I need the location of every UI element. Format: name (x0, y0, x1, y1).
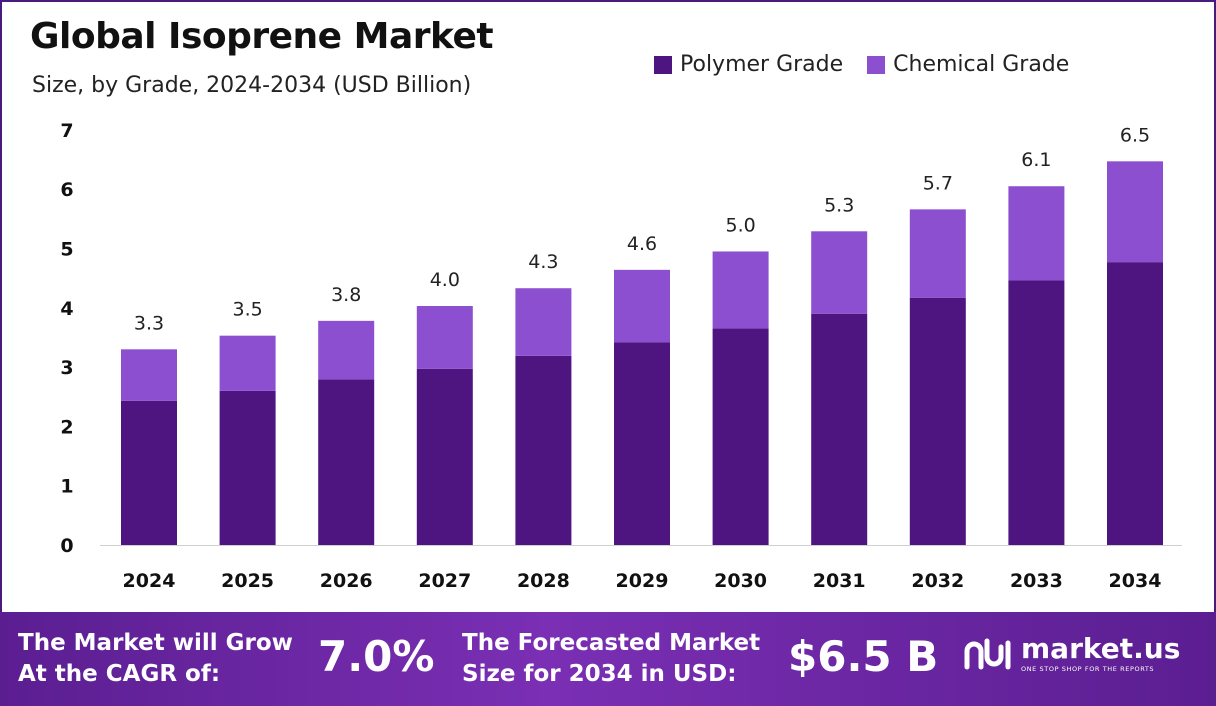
total-label-2030: 5.0 (725, 214, 755, 236)
x-tick-label-2034: 2034 (1109, 570, 1162, 592)
bar-2034-chemical-grade (1107, 161, 1163, 263)
total-label-2026: 3.8 (331, 284, 361, 306)
chart-frame (0, 0, 1216, 612)
legend-label-chemical-grade: Chemical Grade (893, 52, 1070, 77)
y-tick-label-7: 7 (60, 120, 73, 142)
cagr-label-line1: The Market will Grow (18, 630, 293, 656)
y-tick-label-0: 0 (60, 535, 73, 557)
bar-2026-polymer-grade (318, 379, 375, 545)
x-tick-label-2031: 2031 (813, 570, 866, 592)
market-us-logo-icon (964, 638, 1011, 670)
x-tick-label-2029: 2029 (616, 570, 669, 592)
total-label-2025: 3.5 (232, 299, 262, 321)
bar-2030-polymer-grade (712, 328, 769, 545)
x-tick-label-2024: 2024 (123, 570, 176, 592)
forecast-value: $6.5 B (788, 632, 939, 681)
bar-2028-polymer-grade (515, 355, 572, 545)
chart-subtitle: Size, by Grade, 2024-2034 (USD Billion) (32, 73, 472, 98)
bar-2024-chemical-grade (121, 349, 177, 401)
y-tick-label-6: 6 (60, 179, 73, 201)
bar-2028-chemical-grade (515, 288, 572, 356)
total-label-2027: 4.0 (430, 269, 460, 291)
y-tick-label-2: 2 (60, 416, 73, 438)
forecast-label-line2: Size for 2034 in USD: (462, 661, 737, 687)
x-tick-label-2030: 2030 (714, 570, 767, 592)
bar-2033-polymer-grade (1008, 280, 1065, 545)
brand-tagline: ONE STOP SHOP FOR THE REPORTS (1021, 665, 1155, 673)
bar-2025-chemical-grade (219, 335, 276, 391)
bar-2029-polymer-grade (614, 342, 670, 545)
cagr-value: 7.0% (318, 632, 435, 681)
brand-logo[interactable]: market.us ONE STOP SHOP FOR THE REPORTS (963, 634, 1180, 674)
bar-2025-polymer-grade (219, 390, 276, 545)
legend-item-chemical-grade: Chemical Grade (867, 52, 1069, 77)
y-tick-label-4: 4 (60, 298, 73, 320)
bar-2031-chemical-grade (811, 231, 868, 314)
total-label-2028: 4.3 (528, 251, 558, 273)
x-tick-label-2027: 2027 (418, 570, 471, 592)
chart-title: Global Isoprene Market (30, 16, 494, 57)
bar-2030-chemical-grade (712, 251, 769, 329)
legend-item-polymer-grade: Polymer Grade (654, 52, 843, 77)
y-tick-label-5: 5 (60, 239, 73, 261)
brand-name: market.us (1021, 632, 1181, 665)
bar-2029-chemical-grade (614, 269, 670, 343)
x-tick-label-2032: 2032 (911, 570, 964, 592)
bar-2031-polymer-grade (811, 313, 868, 545)
forecast-label: The Forecasted Market Size for 2034 in U… (462, 628, 760, 690)
total-label-2032: 5.7 (923, 172, 953, 194)
y-tick-label-3: 3 (60, 357, 73, 379)
legend-swatch-polymer-grade (654, 55, 672, 74)
x-tick-label-2028: 2028 (517, 570, 570, 592)
cagr-label: The Market will Grow At the CAGR of: (18, 628, 293, 690)
x-tick-label-2025: 2025 (221, 570, 274, 592)
legend: Polymer Grade Chemical Grade (654, 52, 1093, 77)
total-label-2024: 3.3 (134, 312, 164, 334)
bar-2032-chemical-grade (909, 209, 966, 298)
x-tick-label-2026: 2026 (320, 570, 373, 592)
total-label-2033: 6.1 (1021, 149, 1051, 171)
footer-banner: The Market will Grow At the CAGR of: 7.0… (0, 612, 1216, 706)
x-tick-label-2033: 2033 (1010, 570, 1063, 592)
total-label-2031: 5.3 (824, 194, 854, 216)
bar-2024-polymer-grade (121, 400, 177, 545)
legend-swatch-chemical-grade (867, 55, 886, 74)
bar-2026-chemical-grade (318, 320, 375, 380)
bar-2033-chemical-grade (1008, 186, 1065, 281)
total-label-2029: 4.6 (627, 233, 657, 255)
legend-label-polymer-grade: Polymer Grade (680, 52, 844, 77)
forecast-label-line1: The Forecasted Market (462, 630, 761, 656)
cagr-label-line2: At the CAGR of: (18, 661, 221, 687)
stacked-bar-chart: 0 1 2 3 4 5 6 7 3.3 2024 3.5 2025 3.8 2026 4.0 2027 4.3 2… (60, 120, 1182, 592)
bar-2027-polymer-grade (416, 368, 473, 545)
y-tick-label-1: 1 (60, 476, 73, 498)
total-label-2034: 6.5 (1120, 124, 1150, 146)
bar-2027-chemical-grade (416, 306, 473, 369)
bar-2034-polymer-grade (1107, 262, 1163, 545)
bar-2032-polymer-grade (909, 297, 966, 545)
